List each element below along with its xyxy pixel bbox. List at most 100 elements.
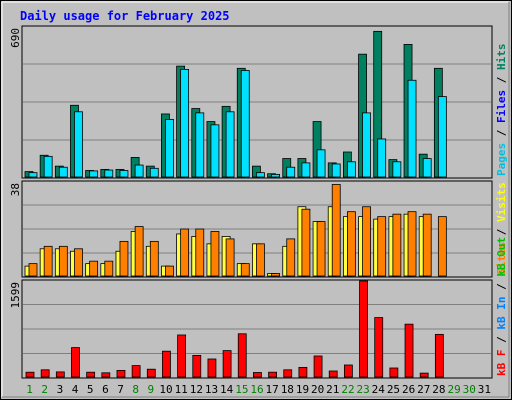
bar-sites bbox=[331, 184, 341, 277]
bar-pages bbox=[422, 158, 432, 178]
panel-legend: kB F / kB In / kB Out bbox=[495, 237, 508, 376]
panel-hits-files-pages: 690 Pages / Files / Hits bbox=[9, 25, 508, 179]
bar-pages bbox=[58, 166, 68, 178]
bar-sites bbox=[74, 248, 83, 277]
legend-entry: kB F bbox=[495, 350, 508, 377]
x-tick-label: 10 bbox=[159, 383, 172, 396]
x-tick-label: 15 bbox=[235, 383, 248, 396]
x-tick-label: 25 bbox=[387, 383, 400, 396]
bar-pages bbox=[149, 167, 159, 178]
x-tick-label: 30 bbox=[463, 383, 476, 396]
bar-kb-f bbox=[192, 354, 202, 378]
bar-sites bbox=[119, 240, 129, 277]
bar-kb-f bbox=[146, 368, 156, 378]
bar-pages bbox=[407, 79, 417, 178]
bar-sites bbox=[407, 211, 417, 277]
x-tick-label: 1 bbox=[26, 383, 33, 396]
bar-kb-f bbox=[268, 371, 277, 378]
bar-sites bbox=[256, 243, 265, 277]
bar-sites bbox=[301, 208, 311, 277]
bar-kb-f bbox=[237, 333, 247, 378]
legend-entry: / bbox=[495, 222, 508, 242]
bar-pages bbox=[437, 96, 447, 178]
bar-sites bbox=[104, 260, 114, 277]
bar-sites bbox=[271, 273, 280, 277]
legend-entry: Hits bbox=[495, 44, 508, 71]
x-tick-label: 2 bbox=[41, 383, 48, 396]
bar-sites bbox=[43, 245, 53, 277]
panel-max-label: 1599 bbox=[9, 282, 22, 309]
bar-kb-f bbox=[359, 280, 368, 378]
legend-entry: / bbox=[495, 123, 508, 143]
bar-pages bbox=[134, 164, 144, 178]
bar-kb-f bbox=[177, 334, 187, 378]
bar-kb-f bbox=[328, 370, 338, 378]
bar-kb-f bbox=[116, 369, 126, 378]
x-tick-label: 17 bbox=[266, 383, 279, 396]
panel-legend: Pages / Files / Hits bbox=[495, 44, 508, 177]
bar-pages bbox=[316, 149, 326, 178]
bar-sites bbox=[437, 216, 447, 277]
panel-bars bbox=[24, 30, 447, 178]
bar-sites bbox=[165, 265, 174, 277]
bar-pages bbox=[180, 68, 190, 178]
bar-kb-f bbox=[404, 323, 414, 378]
x-tick-label: 11 bbox=[175, 383, 188, 396]
x-tick-label: 5 bbox=[87, 383, 94, 396]
panel-bars bbox=[25, 280, 444, 378]
bar-pages bbox=[362, 112, 371, 178]
bar-sites bbox=[225, 238, 235, 277]
x-tick-label: 24 bbox=[372, 383, 386, 396]
chart-panels: 690 Pages / Files / Hits 38 Sites / Visits 1… bbox=[9, 25, 508, 379]
legend-entry: Visits bbox=[495, 182, 508, 222]
panel-visits-sites: 38 Sites / Visits bbox=[9, 180, 508, 278]
bar-pages bbox=[301, 162, 311, 178]
x-tick-label: 22 bbox=[341, 383, 354, 396]
x-tick-label: 21 bbox=[326, 383, 339, 396]
bar-pages bbox=[256, 172, 265, 178]
x-tick-label: 18 bbox=[281, 383, 294, 396]
bar-kb-f bbox=[298, 366, 308, 378]
bar-sites bbox=[195, 228, 205, 277]
x-tick-label: 28 bbox=[432, 383, 445, 396]
bar-kb-f bbox=[86, 371, 96, 378]
bar-pages bbox=[28, 172, 38, 178]
bar-kb-f bbox=[55, 371, 65, 378]
x-tick-label: 7 bbox=[117, 383, 124, 396]
bar-sites bbox=[89, 260, 99, 277]
bar-kb-f bbox=[313, 355, 323, 378]
x-tick-label: 20 bbox=[311, 383, 324, 396]
bar-sites bbox=[286, 238, 296, 277]
bar-pages bbox=[165, 118, 174, 178]
bar-pages bbox=[346, 161, 356, 178]
x-tick-label: 23 bbox=[357, 383, 370, 396]
bar-pages bbox=[377, 138, 387, 178]
bar-sites bbox=[346, 211, 356, 277]
bar-sites bbox=[210, 231, 220, 277]
panel-kb: 1599 kB F / kB In / kB Out bbox=[9, 237, 508, 379]
bar-kb-f bbox=[419, 372, 429, 378]
x-tick-label: 8 bbox=[132, 383, 139, 396]
bar-kb-f bbox=[101, 372, 111, 378]
bar-kb-f bbox=[389, 367, 399, 378]
bar-kb-f bbox=[71, 347, 80, 378]
bar-pages bbox=[240, 70, 250, 178]
bar-sites bbox=[58, 245, 68, 277]
legend-entry: kB Out bbox=[495, 237, 508, 277]
bar-pages bbox=[119, 170, 129, 178]
x-tick-label: 27 bbox=[417, 383, 430, 396]
bar-kb-f bbox=[374, 317, 384, 378]
bar-pages bbox=[74, 111, 83, 178]
bar-kb-f bbox=[283, 369, 293, 378]
x-tick-label: 12 bbox=[190, 383, 203, 396]
legend-entry: Sites bbox=[495, 242, 508, 275]
x-tick-label: 29 bbox=[447, 383, 460, 396]
x-tick-label: 14 bbox=[220, 383, 234, 396]
bar-sites bbox=[180, 228, 190, 277]
panel-max-label: 38 bbox=[9, 183, 22, 196]
bar-kb-f bbox=[253, 372, 262, 378]
panel-max-label: 690 bbox=[9, 28, 22, 48]
bar-sites bbox=[377, 216, 387, 277]
chart-title: Daily usage for February 2025 bbox=[20, 9, 230, 23]
